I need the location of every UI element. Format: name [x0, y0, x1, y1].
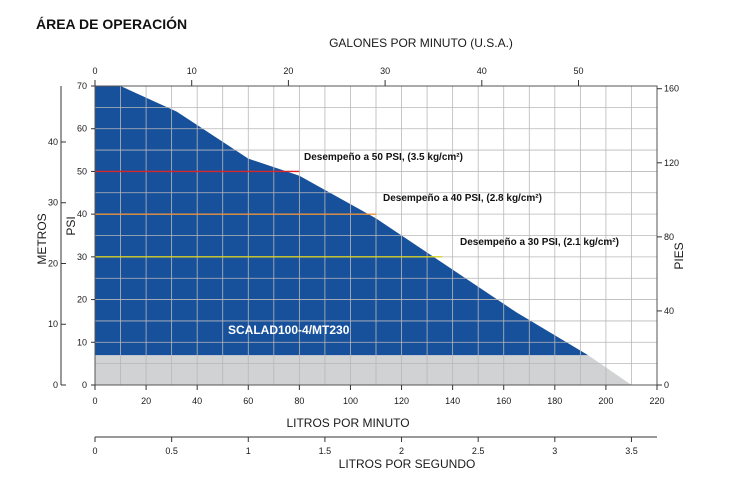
tick-label-psi: 20 — [77, 295, 87, 305]
axis-label-lpm: LITROS POR MINUTO — [286, 416, 409, 430]
tick-label-lpm: 60 — [243, 396, 253, 406]
tick-label-lpm: 220 — [649, 396, 664, 406]
axis-label-gpm: GALONES POR MINUTO (U.S.A.) — [329, 36, 513, 50]
tick-label-lps: 0.5 — [165, 446, 178, 456]
tick-label-lpm: 180 — [547, 396, 562, 406]
tick-label-psi: 40 — [77, 209, 87, 219]
tick-label-gpm: 20 — [283, 66, 293, 76]
tick-label-lps: 2.5 — [472, 446, 485, 456]
tick-label-lps: 2 — [399, 446, 404, 456]
tick-label-gpm: 30 — [380, 66, 390, 76]
tick-label-lpm: 80 — [294, 396, 304, 406]
performance-label-40-psi: Desempeño a 40 PSI, (2.8 kg/cm²) — [383, 193, 542, 204]
performance-label-50-psi: Desempeño a 50 PSI, (3.5 kg/cm²) — [304, 152, 463, 163]
tick-label-lpm: 0 — [92, 396, 97, 406]
tick-label-pies: 120 — [664, 158, 679, 168]
tick-label-lpm: 140 — [445, 396, 460, 406]
tick-label-psi: 50 — [77, 166, 87, 176]
tick-label-lpm: 20 — [141, 396, 151, 406]
tick-label-pies: 80 — [664, 232, 674, 242]
extended-range-region — [95, 355, 632, 385]
tick-label-lps: 3 — [552, 446, 557, 456]
axis-label-psi: PSI — [64, 216, 78, 235]
tick-label-lps: 3.5 — [625, 446, 638, 456]
tick-label-lps: 1 — [246, 446, 251, 456]
tick-label-metros: 0 — [53, 380, 58, 390]
tick-label-psi: 0 — [82, 380, 87, 390]
tick-label-pies: 160 — [664, 84, 679, 94]
tick-label-psi: 70 — [77, 81, 87, 91]
tick-label-psi: 30 — [77, 252, 87, 262]
plot-frame — [94, 85, 658, 386]
tick-label-psi: 10 — [77, 337, 87, 347]
tick-label-metros: 30 — [48, 198, 58, 208]
tick-label-gpm: 10 — [187, 66, 197, 76]
tick-label-metros: 10 — [48, 319, 58, 329]
tick-label-pies: 0 — [664, 380, 669, 390]
tick-label-lpm: 200 — [598, 396, 613, 406]
axis-label-lps: LITROS POR SEGUNDO — [339, 457, 476, 471]
axis-label-pies: PIES — [672, 242, 686, 269]
tick-label-gpm: 0 — [92, 66, 97, 76]
chart-title: ÁREA DE OPERACIÓN — [36, 15, 187, 32]
tick-label-pies: 40 — [664, 306, 674, 316]
tick-label-metros: 20 — [48, 258, 58, 268]
operating-area-region — [95, 86, 588, 356]
tick-label-metros: 40 — [48, 137, 58, 147]
product-label: SCALAD100-4/MT230 — [228, 323, 350, 337]
tick-label-lpm: 120 — [394, 396, 409, 406]
tick-label-lps: 0 — [92, 446, 97, 456]
tick-label-lpm: 40 — [192, 396, 202, 406]
tick-label-lps: 1.5 — [319, 446, 332, 456]
tick-label-gpm: 40 — [477, 66, 487, 76]
tick-label-psi: 60 — [77, 124, 87, 134]
tick-label-lpm: 160 — [496, 396, 511, 406]
axis-label-metros: METROS — [35, 213, 49, 264]
performance-label-30-psi: Desempeño a 30 PSI, (2.1 kg/cm²) — [460, 237, 619, 248]
tick-label-gpm: 50 — [573, 66, 583, 76]
tick-label-lpm: 100 — [343, 396, 358, 406]
